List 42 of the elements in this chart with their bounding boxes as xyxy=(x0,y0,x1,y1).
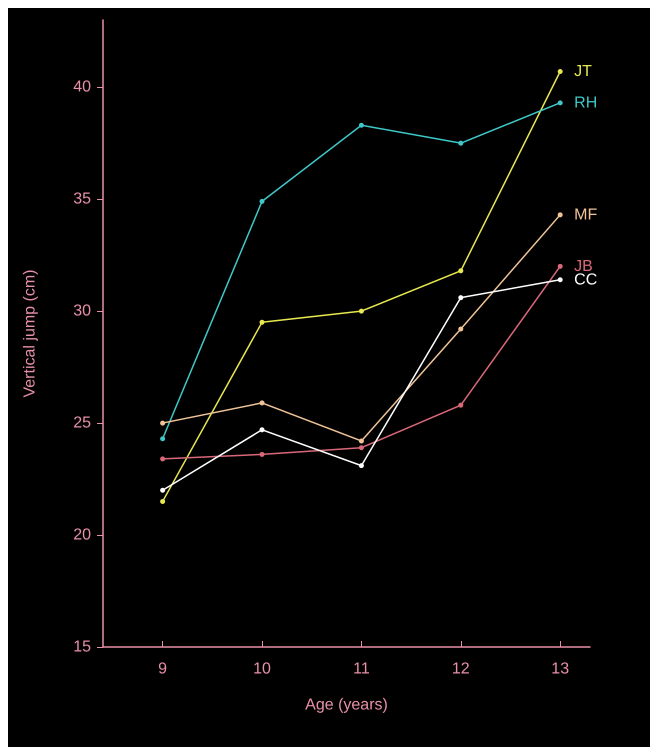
series-label: JT xyxy=(574,63,592,80)
point xyxy=(260,427,265,432)
point xyxy=(358,463,364,468)
point xyxy=(358,438,364,444)
point xyxy=(260,320,265,325)
y-tick-label: 40 xyxy=(73,78,92,96)
point xyxy=(160,456,166,462)
point xyxy=(358,122,364,128)
point xyxy=(558,69,563,74)
y-axis-title: Vertical jump (cm) xyxy=(22,269,38,398)
y-tick-label: 20 xyxy=(73,526,92,544)
point xyxy=(358,445,364,450)
series-label: MF xyxy=(574,206,598,224)
point xyxy=(558,100,563,106)
point xyxy=(558,264,563,269)
point xyxy=(458,402,464,408)
x-tick-label: 12 xyxy=(452,660,470,678)
point xyxy=(160,420,166,426)
series-label: RH xyxy=(574,94,598,112)
point xyxy=(160,498,166,504)
x-tick-label: 10 xyxy=(253,660,272,678)
point xyxy=(358,308,364,314)
y-tick-label: 25 xyxy=(73,414,92,432)
x-axis-title: Age (years) xyxy=(305,696,388,714)
series-label: CC xyxy=(574,271,598,288)
y-tick-label: 30 xyxy=(73,302,92,320)
x-tick-label: 9 xyxy=(158,660,168,678)
point xyxy=(458,295,464,300)
point xyxy=(458,268,464,274)
point xyxy=(558,277,563,282)
point xyxy=(458,326,464,332)
point xyxy=(260,400,265,406)
x-tick-label: 13 xyxy=(551,660,570,678)
point xyxy=(260,198,265,204)
point xyxy=(260,452,265,457)
y-tick-label: 15 xyxy=(73,638,92,656)
y-tick-label: 35 xyxy=(73,190,92,208)
point xyxy=(458,140,464,146)
point xyxy=(160,436,166,442)
x-tick-label: 11 xyxy=(353,660,370,678)
point xyxy=(558,212,563,218)
point xyxy=(160,488,166,493)
